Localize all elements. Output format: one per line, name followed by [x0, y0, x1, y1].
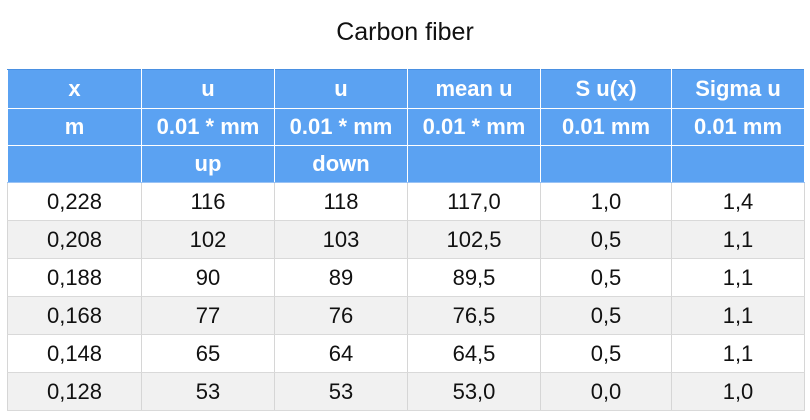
- table-cell: 1,0: [671, 372, 805, 411]
- table-cell: 0,188: [7, 258, 142, 297]
- table-cell: 102,5: [407, 220, 541, 259]
- table-body: 0,228 116 118 117,0 1,0 1,4 0,208 102 10…: [7, 182, 805, 411]
- table-cell: 103: [274, 220, 408, 259]
- header-cell: 0.01 * mm: [407, 108, 541, 146]
- table-cell: 0,148: [7, 334, 142, 373]
- header-cell: 0.01 mm: [671, 108, 805, 146]
- table-cell: 0,5: [540, 334, 672, 373]
- table-cell: 1,1: [671, 220, 805, 259]
- data-table: x u u mean u S u(x) Sigma u m 0.01 * mm …: [7, 69, 805, 411]
- table-row: 0,148 65 64 64,5 0,5 1,1: [7, 334, 805, 373]
- table-cell: 1,1: [671, 258, 805, 297]
- table-row: 0,188 90 89 89,5 0,5 1,1: [7, 258, 805, 297]
- header-cell: Sigma u: [671, 69, 805, 109]
- header-cell: 0.01 * mm: [141, 108, 275, 146]
- table-cell: 53: [274, 372, 408, 411]
- table-cell: 90: [141, 258, 275, 297]
- table-row: 0,208 102 103 102,5 0,5 1,1: [7, 220, 805, 259]
- header-cell: u: [141, 69, 275, 109]
- table-cell: 116: [141, 182, 275, 221]
- table-cell: 76,5: [407, 296, 541, 335]
- header-cell: 0.01 mm: [540, 108, 672, 146]
- table-cell: 0,228: [7, 182, 142, 221]
- table-cell: 77: [141, 296, 275, 335]
- header-row-labels: x u u mean u S u(x) Sigma u: [7, 69, 805, 109]
- header-cell: x: [7, 69, 142, 109]
- table-cell: 89,5: [407, 258, 541, 297]
- header-cell: down: [274, 145, 408, 183]
- table-title: Carbon fiber: [336, 18, 474, 46]
- table-cell: 53: [141, 372, 275, 411]
- table-cell: 65: [141, 334, 275, 373]
- header-cell: u: [274, 69, 408, 109]
- table-header: x u u mean u S u(x) Sigma u m 0.01 * mm …: [7, 69, 805, 183]
- table-cell: 0,5: [540, 258, 672, 297]
- header-cell: 0.01 * mm: [274, 108, 408, 146]
- table-cell: 1,1: [671, 296, 805, 335]
- table-cell: 64: [274, 334, 408, 373]
- header-cell: [407, 145, 541, 183]
- header-row-units: m 0.01 * mm 0.01 * mm 0.01 * mm 0.01 mm …: [7, 108, 805, 146]
- table-cell: 0,168: [7, 296, 142, 335]
- table-cell: 89: [274, 258, 408, 297]
- table-cell: 0,5: [540, 296, 672, 335]
- table-cell: 0,208: [7, 220, 142, 259]
- header-cell: mean u: [407, 69, 541, 109]
- table-row: 0,168 77 76 76,5 0,5 1,1: [7, 296, 805, 335]
- table-row: 0,128 53 53 53,0 0,0 1,0: [7, 372, 805, 411]
- table-cell: 117,0: [407, 182, 541, 221]
- table-cell: 64,5: [407, 334, 541, 373]
- table-cell: 0,5: [540, 220, 672, 259]
- header-cell: up: [141, 145, 275, 183]
- table-cell: 1,4: [671, 182, 805, 221]
- header-cell: m: [7, 108, 142, 146]
- header-cell: [7, 145, 142, 183]
- table-cell: 53,0: [407, 372, 541, 411]
- table-cell: 1,0: [540, 182, 672, 221]
- header-cell: [540, 145, 672, 183]
- header-cell: [671, 145, 805, 183]
- table-cell: 76: [274, 296, 408, 335]
- table-cell: 0,0: [540, 372, 672, 411]
- table-cell: 102: [141, 220, 275, 259]
- table-cell: 0,128: [7, 372, 142, 411]
- header-cell: S u(x): [540, 69, 672, 109]
- table-cell: 1,1: [671, 334, 805, 373]
- table-row: 0,228 116 118 117,0 1,0 1,4: [7, 182, 805, 221]
- header-row-direction: up down: [7, 145, 805, 183]
- table-cell: 118: [274, 182, 408, 221]
